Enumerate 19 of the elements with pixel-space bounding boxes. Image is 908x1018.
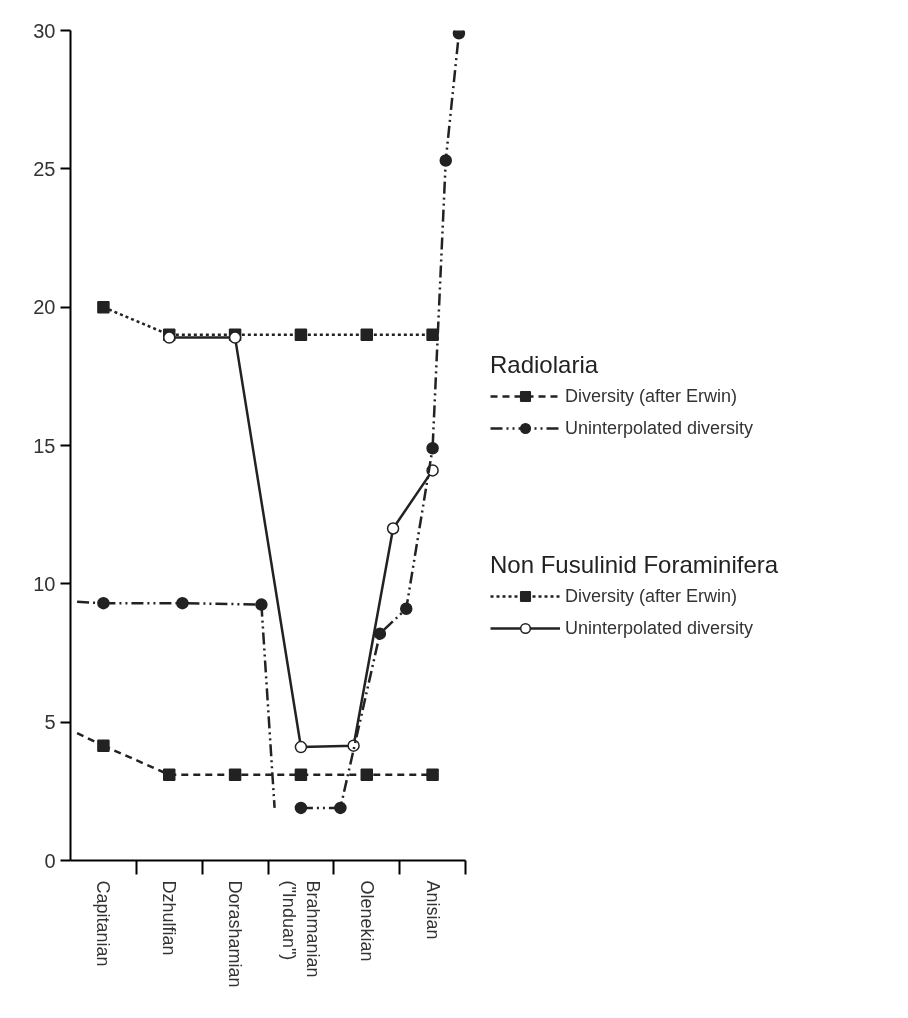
x-tick-label: Olenekian xyxy=(356,880,377,962)
y-tick-label: 15 xyxy=(33,434,56,457)
legend-label: Diversity (after Erwin) xyxy=(565,584,738,608)
y-tick-label: 5 xyxy=(44,711,56,734)
x-tick-label: Anisian xyxy=(422,880,443,940)
text: Radiolaria xyxy=(490,351,599,378)
legend-label: Uninterpolated diversity xyxy=(565,616,754,640)
legend-label: Diversity (after Erwin) xyxy=(565,384,738,408)
x-tick-label: Dzhulfian xyxy=(159,880,180,956)
y-tick-label: 0 xyxy=(44,849,56,872)
y-tick-label: 25 xyxy=(33,157,56,180)
x-tick-label: Dorashamian xyxy=(225,880,246,988)
x-tick-label: Brahmanian ("Induan") xyxy=(278,880,323,978)
y-tick-label: 30 xyxy=(33,19,56,42)
text: Non Fusulinid Foraminifera xyxy=(490,551,779,578)
x-tick-label: Capitanian xyxy=(93,880,114,967)
y-tick-label: 10 xyxy=(33,572,56,595)
legend-label: Uninterpolated diversity xyxy=(565,416,754,440)
y-tick-label: 20 xyxy=(33,296,56,319)
